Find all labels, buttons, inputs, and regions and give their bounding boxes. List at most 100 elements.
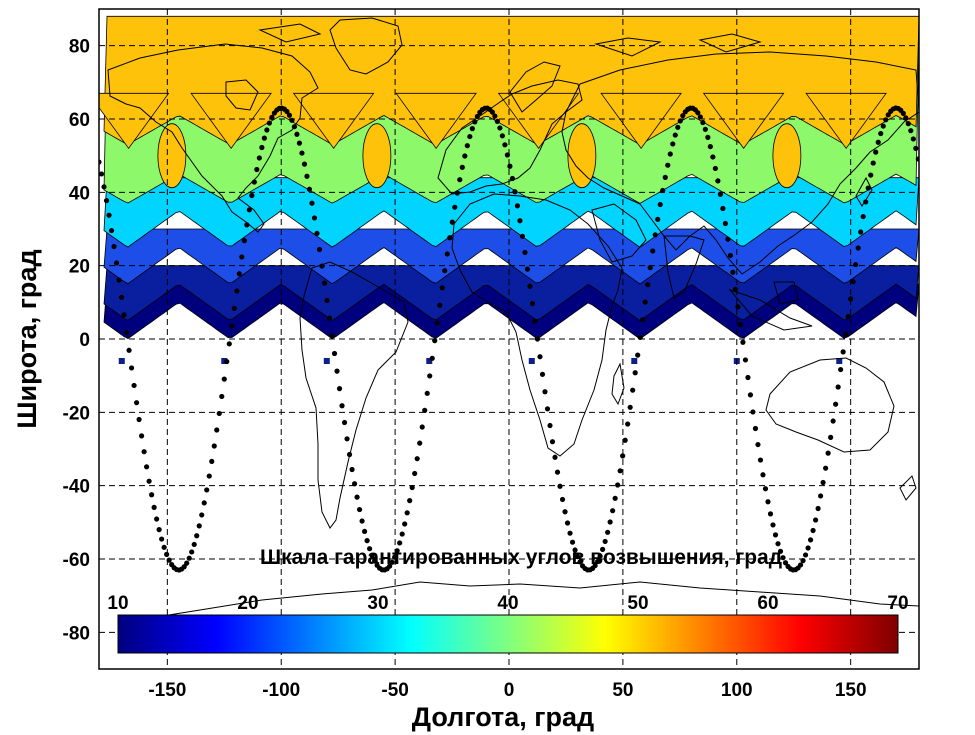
ground-track-point <box>807 537 814 543</box>
ground-track-point <box>492 113 498 119</box>
ground-track-point <box>146 478 152 484</box>
ground-track-point <box>735 304 741 310</box>
ground-track-point <box>742 357 749 363</box>
ground-track-point <box>284 108 290 115</box>
ground-track-point <box>720 205 726 212</box>
ground-track-point <box>780 555 786 561</box>
ground-track-point <box>321 280 328 286</box>
ground-track-point <box>800 558 806 564</box>
ground-track-point <box>294 131 300 137</box>
coastline-asia <box>561 51 919 275</box>
y-tick-label: -40 <box>63 477 90 498</box>
ground-track-point <box>527 283 533 289</box>
ground-track-point <box>494 118 500 124</box>
ground-track-point <box>199 512 205 518</box>
ground-track-point <box>113 260 120 266</box>
coverage-island <box>600 92 682 150</box>
x-axis-title: Долгота, град <box>412 702 594 732</box>
ground-track-point <box>361 528 368 535</box>
ground-track-point <box>519 233 526 239</box>
ground-track-point <box>549 439 556 445</box>
ground-track-point <box>715 178 721 184</box>
ground-track-point <box>502 142 508 148</box>
ground-track-point <box>750 409 756 415</box>
ground-track-point <box>765 499 771 505</box>
ground-track-point <box>399 531 405 537</box>
ground-track-point <box>454 190 460 196</box>
ground-track-point <box>840 349 846 355</box>
ground-track-point <box>615 482 621 488</box>
ground-track-point <box>512 189 518 195</box>
ground-track-point <box>625 421 631 427</box>
ground-track-point <box>204 487 210 493</box>
ground-track-point <box>304 173 310 179</box>
ground-track-point <box>597 553 603 559</box>
ground-track-point <box>432 338 438 344</box>
ground-track-point <box>118 294 125 300</box>
coverage-island <box>292 92 375 150</box>
x-tick-label: 100 <box>721 680 753 701</box>
x-tick-label: -100 <box>262 680 300 701</box>
ground-track-point <box>622 437 628 443</box>
ground-track-point <box>216 410 222 417</box>
ground-track-point <box>802 552 809 558</box>
y-tick-label: -60 <box>63 550 90 571</box>
ground-track-point <box>642 299 648 305</box>
colorbar-tick-label: 70 <box>887 593 908 614</box>
ground-track-point <box>875 139 881 145</box>
ground-track-point <box>234 288 240 294</box>
ground-track-point <box>269 114 275 120</box>
coastline-arabia <box>591 203 647 263</box>
ground-track-point <box>344 436 350 442</box>
ground-track-point <box>181 564 187 570</box>
ground-track-point <box>607 519 613 525</box>
colorbar-tick-label: 30 <box>367 593 388 614</box>
x-tick-labels: -150 -100 -50 0 50 100 150 <box>148 680 866 701</box>
ground-track-point <box>128 365 135 371</box>
ground-track-point <box>655 216 661 222</box>
ground-track-point <box>449 219 455 225</box>
ground-track-point <box>156 527 162 533</box>
ground-track-point <box>600 546 606 552</box>
ground-track-point <box>730 269 736 275</box>
ground-track-point <box>850 278 856 285</box>
ground-track-point <box>865 185 871 191</box>
coastline-south-america <box>299 261 409 529</box>
ground-track-point <box>595 558 601 565</box>
ground-track-point <box>552 454 558 460</box>
ground-track-point <box>883 117 889 123</box>
ground-track-point <box>863 199 869 205</box>
ground-track-point <box>434 320 440 326</box>
ground-track-point <box>299 150 305 156</box>
ground-track-point <box>291 124 298 130</box>
ground-track-point <box>439 285 445 291</box>
ground-track-point <box>336 386 343 392</box>
y-tick-label: 20 <box>69 257 90 278</box>
ground-track-point <box>462 153 468 159</box>
y-axis-title: Широта, град <box>12 249 42 428</box>
ground-track-point <box>209 458 215 465</box>
ground-track-point <box>677 118 683 124</box>
ground-track-point <box>569 539 576 545</box>
ground-track-point <box>542 389 548 395</box>
ground-track-point <box>762 486 769 492</box>
coverage-speck <box>118 358 125 364</box>
ground-track-point <box>364 538 370 544</box>
ground-track-point <box>507 163 513 169</box>
ground-track-point <box>873 149 879 155</box>
ground-track-point <box>567 530 573 536</box>
coverage-island <box>99 92 170 150</box>
ground-track-point <box>782 560 789 566</box>
coverage-island <box>395 92 477 150</box>
ground-track-point <box>903 115 909 121</box>
ground-track-point <box>387 563 393 569</box>
coastline-australia <box>765 357 895 453</box>
ground-track-point <box>752 425 759 432</box>
ground-track-point <box>657 201 663 208</box>
ground-track-point <box>757 457 764 463</box>
ground-track-point <box>111 243 117 250</box>
ground-track-point <box>264 127 270 133</box>
ground-track-point <box>319 263 325 269</box>
ground-track-point <box>316 246 323 253</box>
ground-track-point <box>221 376 227 382</box>
